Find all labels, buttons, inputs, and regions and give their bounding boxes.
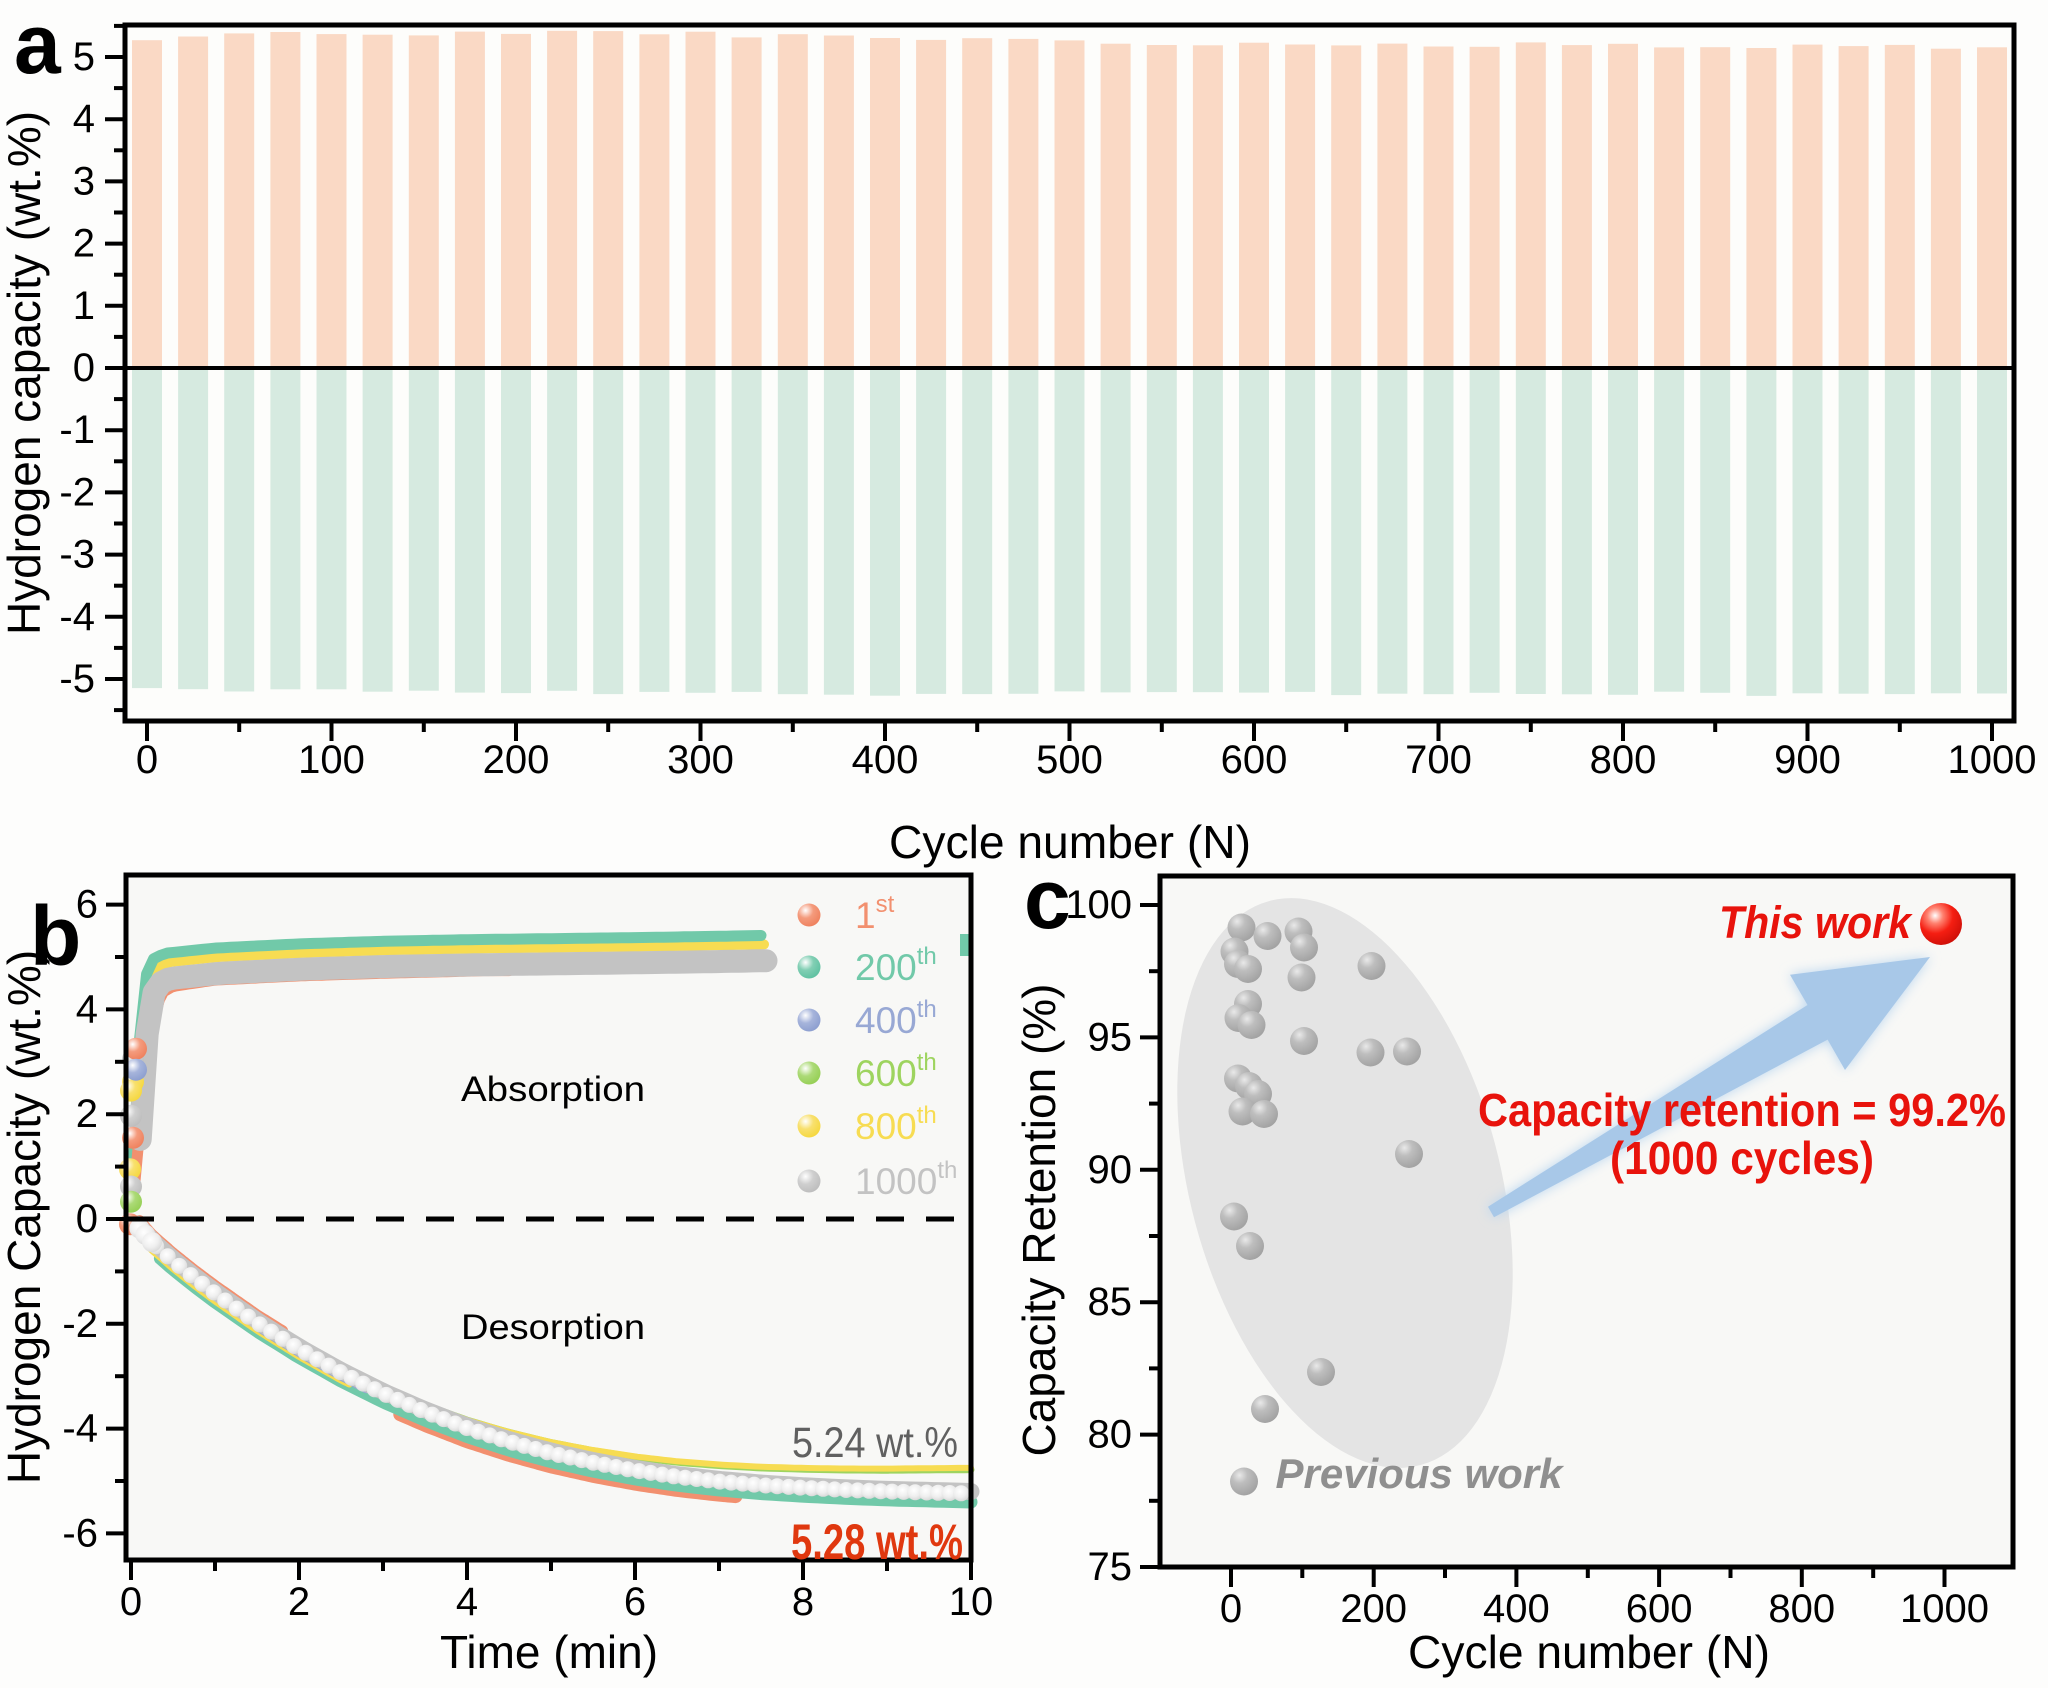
svg-text:8: 8	[792, 1580, 814, 1624]
svg-text:5: 5	[73, 35, 95, 79]
svg-text:5.28 wt.%: 5.28 wt.%	[791, 1514, 963, 1570]
svg-text:75: 75	[1088, 1545, 1133, 1589]
svg-text:100: 100	[1065, 883, 1132, 927]
svg-text:80: 80	[1088, 1413, 1133, 1457]
svg-text:800: 800	[1590, 738, 1657, 782]
svg-text:a: a	[14, 0, 62, 91]
svg-text:600: 600	[1221, 738, 1288, 782]
svg-text:4: 4	[76, 987, 98, 1031]
svg-text:Capacity retention = 99.2%: Capacity retention = 99.2%	[1478, 1084, 2006, 1136]
svg-text:1st: 1st	[855, 891, 895, 936]
svg-text:-3: -3	[59, 533, 95, 577]
svg-text:Hydrogen Capacity (wt.%): Hydrogen Capacity (wt.%)	[0, 950, 50, 1484]
svg-text:Time (min): Time (min)	[440, 1626, 658, 1678]
svg-text:0: 0	[73, 346, 95, 390]
svg-text:3: 3	[73, 159, 95, 203]
svg-text:Absorption: Absorption	[461, 1070, 645, 1109]
svg-text:90: 90	[1088, 1148, 1133, 1192]
svg-text:600: 600	[1626, 1587, 1693, 1631]
svg-text:2: 2	[76, 1092, 98, 1136]
svg-text:-4: -4	[59, 595, 95, 639]
svg-text:6: 6	[76, 883, 98, 927]
svg-text:1000: 1000	[1948, 738, 2037, 782]
svg-text:0: 0	[1220, 1587, 1242, 1631]
svg-text:-2: -2	[59, 470, 95, 514]
svg-text:6: 6	[624, 1580, 646, 1624]
svg-text:2: 2	[288, 1580, 310, 1624]
svg-text:400: 400	[1483, 1587, 1550, 1631]
svg-text:1000th: 1000th	[855, 1157, 957, 1202]
svg-text:Cycle number (N): Cycle number (N)	[889, 816, 1251, 868]
svg-text:1: 1	[73, 284, 95, 328]
svg-text:200: 200	[483, 738, 550, 782]
svg-text:0: 0	[136, 738, 158, 782]
svg-text:Previous work: Previous work	[1276, 1450, 1566, 1497]
svg-text:-5: -5	[59, 657, 95, 701]
svg-text:0: 0	[120, 1580, 142, 1624]
svg-text:800: 800	[1768, 1587, 1835, 1631]
svg-text:-4: -4	[62, 1407, 98, 1451]
svg-text:4: 4	[73, 97, 95, 141]
svg-text:Desorption: Desorption	[461, 1308, 645, 1347]
svg-text:900: 900	[1774, 738, 1841, 782]
svg-text:b: b	[30, 889, 81, 983]
svg-text:500: 500	[1036, 738, 1103, 782]
svg-text:c: c	[1024, 852, 1071, 946]
svg-text:85: 85	[1088, 1280, 1133, 1324]
svg-text:95: 95	[1088, 1015, 1133, 1059]
svg-text:700: 700	[1405, 738, 1472, 782]
svg-text:Capacity Retention (%): Capacity Retention (%)	[1013, 984, 1065, 1457]
svg-text:4: 4	[456, 1580, 478, 1624]
svg-text:1000: 1000	[1900, 1587, 1989, 1631]
svg-text:2: 2	[73, 222, 95, 266]
svg-text:10: 10	[949, 1580, 994, 1624]
svg-text:0: 0	[76, 1197, 98, 1241]
svg-text:Hydrogen capacity (wt.%): Hydrogen capacity (wt.%)	[0, 111, 50, 635]
svg-text:Cycle number (N): Cycle number (N)	[1408, 1626, 1770, 1678]
svg-text:5.24 wt.%: 5.24 wt.%	[792, 1419, 958, 1467]
svg-text:-1: -1	[59, 408, 95, 452]
svg-text:-6: -6	[62, 1511, 98, 1555]
svg-text:200: 200	[1340, 1587, 1407, 1631]
svg-text:100: 100	[298, 738, 365, 782]
svg-text:(1000 cycles): (1000 cycles)	[1610, 1132, 1874, 1184]
svg-text:This work: This work	[1719, 897, 1913, 948]
svg-text:-2: -2	[62, 1302, 98, 1346]
svg-text:300: 300	[667, 738, 734, 782]
svg-text:400: 400	[852, 738, 919, 782]
